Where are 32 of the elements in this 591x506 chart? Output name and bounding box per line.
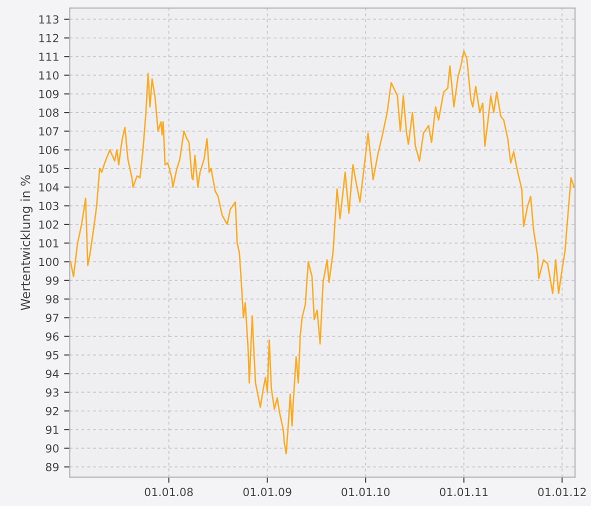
y-tick-label: 103 [39,202,58,210]
y-tick-label: 99 [46,276,59,285]
y-tick-label: 93 [46,388,58,397]
y-tick-label: 107 [39,127,58,136]
line-series [70,50,575,455]
y-tick-label: 106 [39,146,59,154]
y-tick-label: 98 [46,295,59,304]
x-tick-label: 01.01.09 [243,488,292,496]
y-tick-label: 91 [46,426,58,434]
x-tick-label: 01.01.08 [144,488,193,496]
x-tick-label: 01.01.10 [342,488,390,496]
y-tick-label: 100 [39,258,59,266]
y-tick-label: 105 [39,164,58,173]
x-tick-label: 01.01.11 [440,488,488,496]
y-tick-label: 96 [46,332,59,341]
y-tick-label: 110 [39,71,59,80]
y-tick-label: 102 [39,220,58,229]
y-tick-label: 104 [39,183,59,192]
y-tick-label: 94 [46,370,59,378]
y-tick-label: 89 [46,462,59,472]
y-axis-title: Wertentwicklung in % [20,175,33,310]
y-tick-label: 97 [46,314,58,322]
y-tick-label: 95 [46,350,58,360]
y-tick-label: 108 [39,108,59,117]
y-tick-label: 111 [39,52,58,61]
y-tick-label: 112 [39,34,58,42]
y-tick-label: 90 [46,444,59,453]
y-tick-label: 113 [39,15,58,24]
x-tick-label: 01.01.12 [538,488,586,496]
y-tick-label: 109 [39,90,59,98]
y-tick-label: 101 [39,239,58,248]
y-tick-label: 92 [46,406,58,416]
